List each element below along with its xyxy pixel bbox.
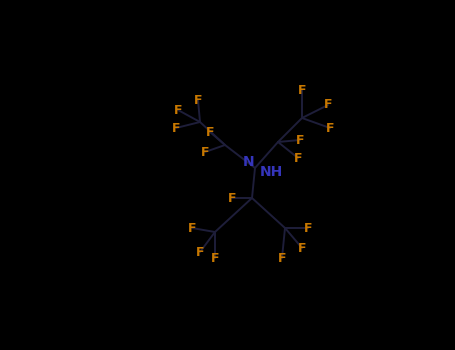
Text: F: F bbox=[296, 133, 304, 147]
Text: F: F bbox=[174, 104, 182, 117]
Text: F: F bbox=[304, 222, 312, 235]
Text: F: F bbox=[298, 84, 306, 97]
Text: F: F bbox=[196, 245, 204, 259]
Text: F: F bbox=[228, 191, 236, 204]
Text: F: F bbox=[188, 222, 196, 235]
Text: F: F bbox=[326, 121, 334, 134]
Text: NH: NH bbox=[259, 165, 283, 179]
Text: F: F bbox=[278, 252, 286, 265]
Text: F: F bbox=[172, 121, 180, 134]
Text: F: F bbox=[324, 98, 332, 112]
Text: F: F bbox=[201, 146, 209, 159]
Text: F: F bbox=[206, 126, 214, 139]
Text: F: F bbox=[211, 252, 219, 265]
Text: F: F bbox=[194, 93, 202, 106]
Text: F: F bbox=[298, 241, 306, 254]
Text: N: N bbox=[243, 155, 255, 169]
Text: F: F bbox=[294, 152, 302, 164]
